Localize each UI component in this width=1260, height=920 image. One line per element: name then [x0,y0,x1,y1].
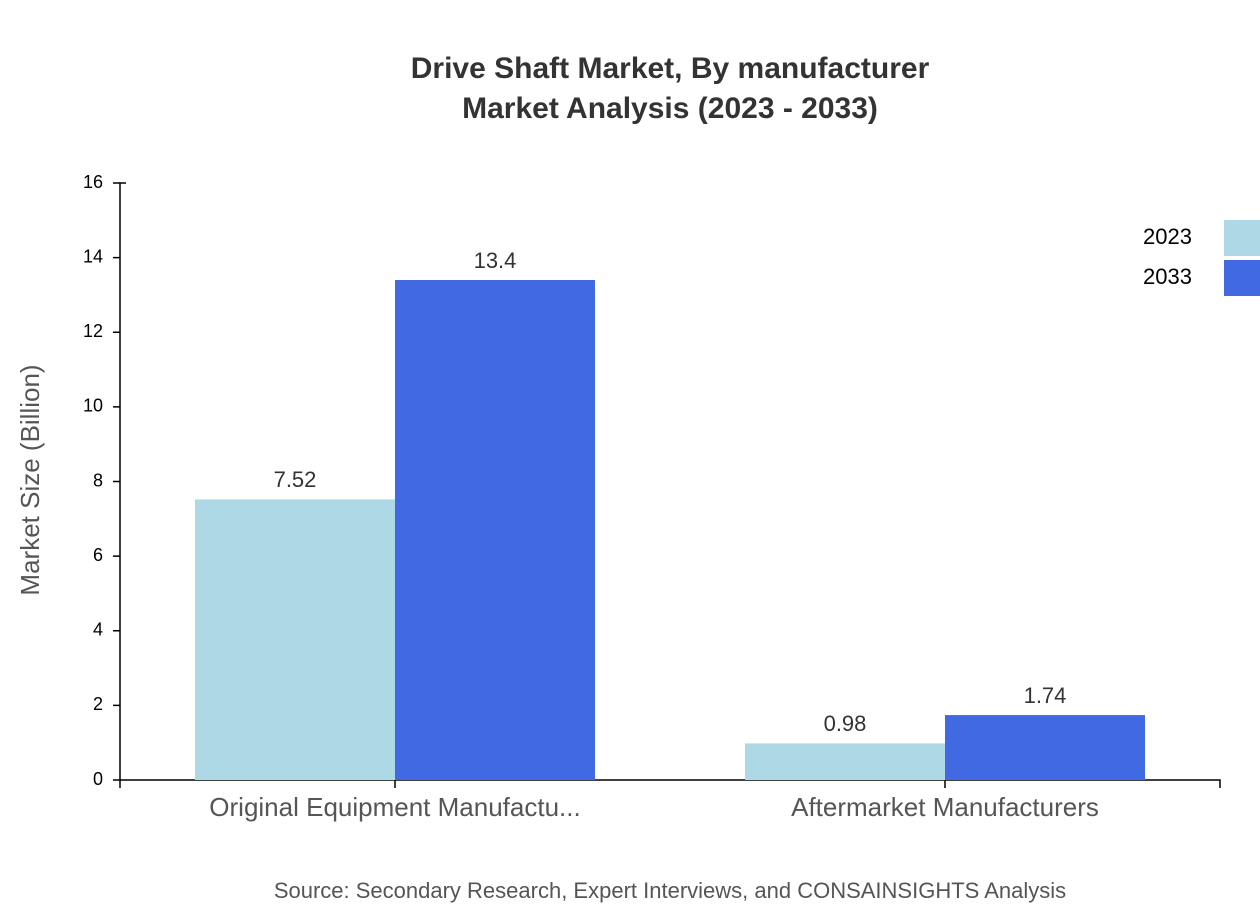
x-axis [119,779,1221,788]
chart-subtitle: Market Analysis (2023 - 2033) [462,92,878,125]
legend-swatch [1224,220,1260,256]
bar [945,715,1145,780]
legend-swatch [1224,260,1260,296]
y-tick-label: 12 [83,321,103,341]
value-label: 13.4 [474,248,517,273]
x-tick-label: Original Equipment Manufactu... [209,792,580,822]
y-tick-label: 10 [83,396,103,416]
bar [395,280,595,780]
y-axis-label: Market Size (Billion) [15,364,45,595]
y-axis [119,182,126,780]
y-tick-label: 4 [93,620,103,640]
y-tick-label: 8 [93,470,103,490]
y-tick-label: 14 [83,246,103,266]
y-tick-label: 2 [93,694,103,714]
y-tick-label: 6 [93,545,103,565]
x-tick-label: Aftermarket Manufacturers [791,792,1099,822]
bar [745,743,945,780]
value-label: 1.74 [1024,683,1067,708]
legend-label: 2023 [1143,224,1192,249]
bar [195,499,395,780]
source-note: Source: Secondary Research, Expert Inter… [274,878,1066,903]
chart-title: Drive Shaft Market, By manufacturer [411,52,930,85]
y-tick-label: 0 [93,769,103,789]
value-label: 7.52 [274,467,317,492]
y-tick-label: 16 [83,172,103,192]
value-label: 0.98 [824,711,867,736]
legend-label: 2033 [1143,264,1192,289]
